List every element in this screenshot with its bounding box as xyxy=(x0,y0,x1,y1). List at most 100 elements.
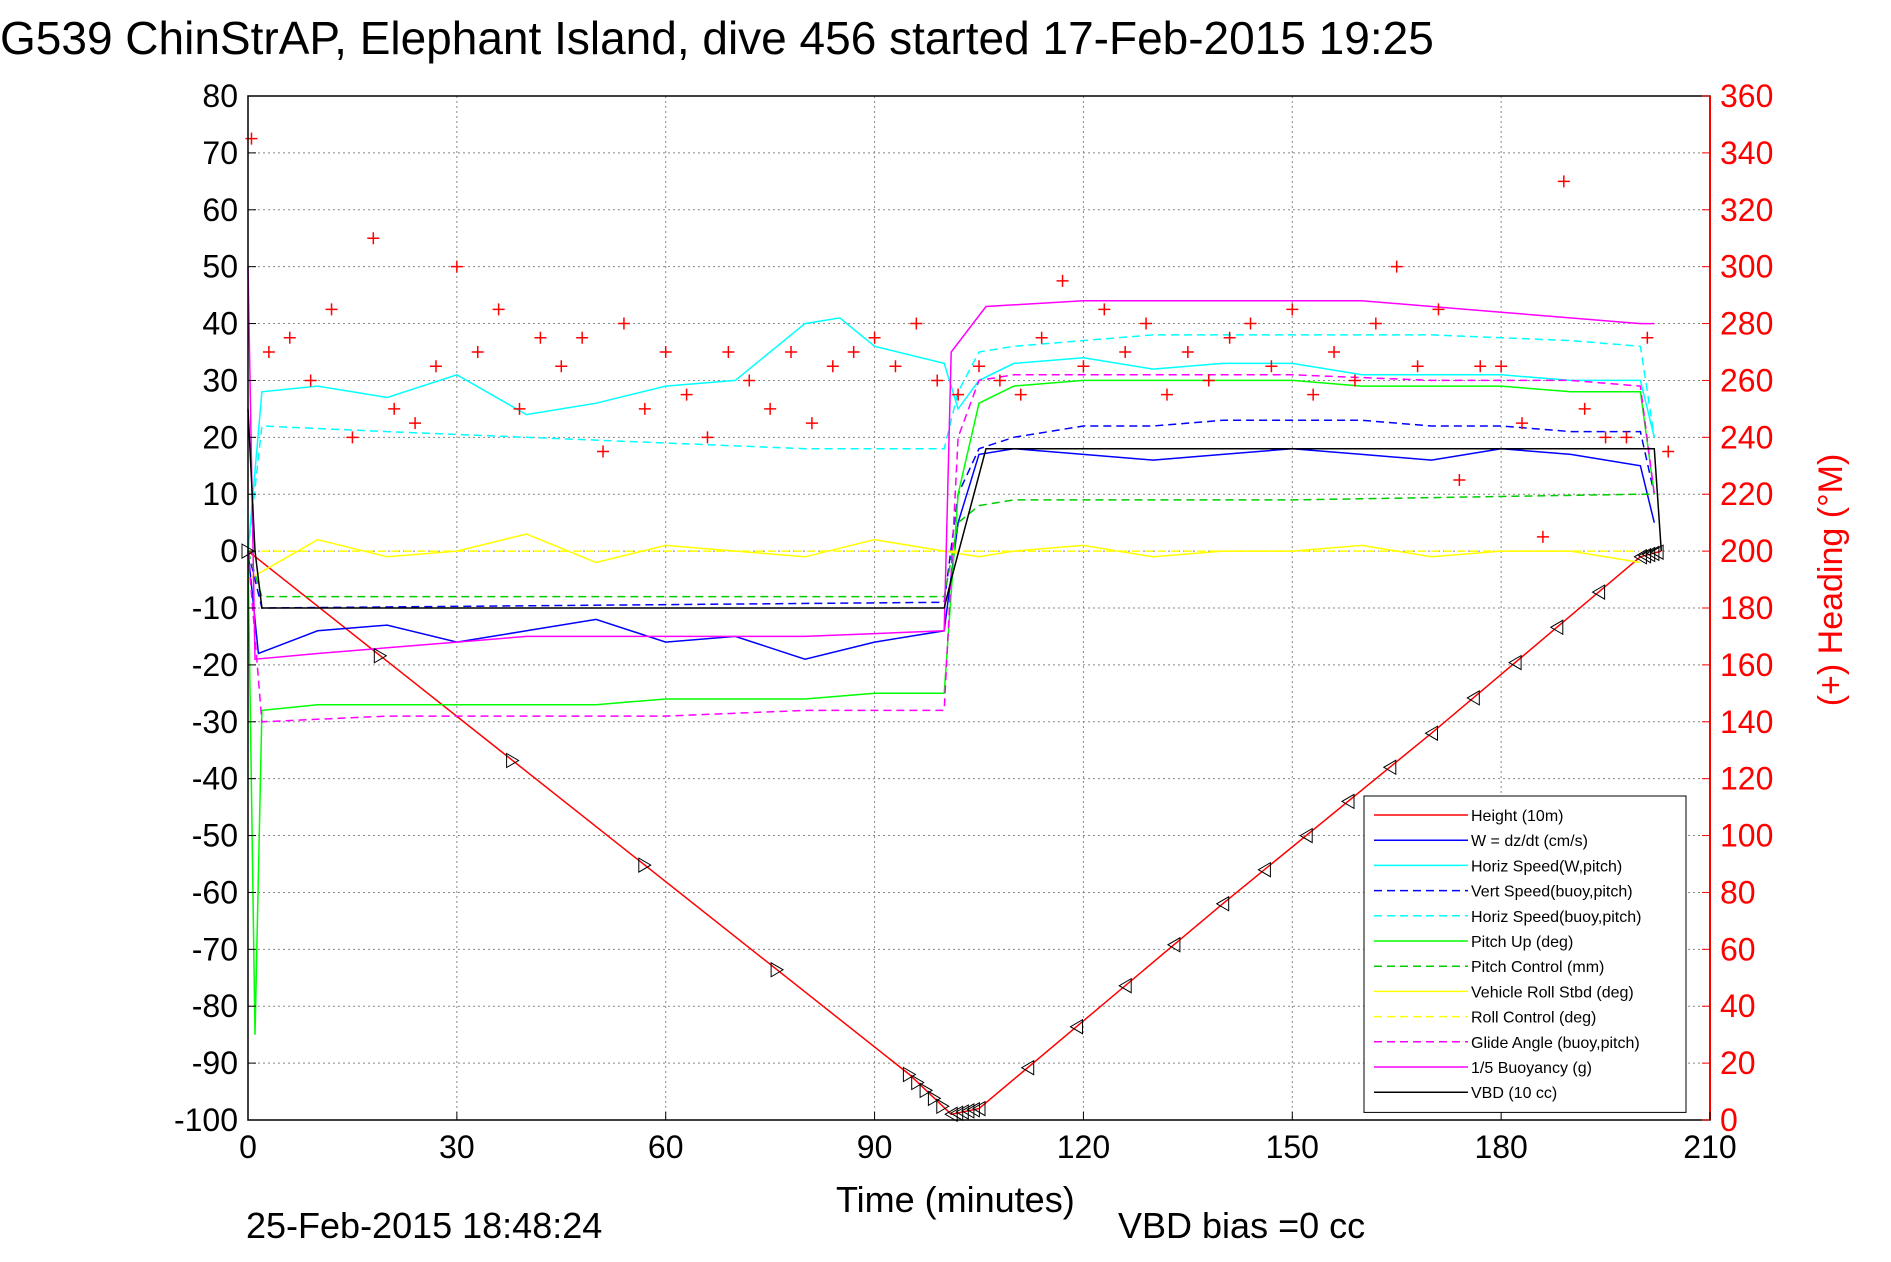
heading-point xyxy=(597,445,610,458)
y-tick-label-left: -30 xyxy=(192,704,238,740)
heading-point xyxy=(1453,474,1466,486)
heading-point xyxy=(1307,388,1320,401)
y-tick-label-right: 180 xyxy=(1720,590,1773,626)
heading-point xyxy=(889,360,902,373)
heading-point xyxy=(555,360,568,373)
heading-point xyxy=(1536,530,1549,543)
height-marker xyxy=(911,1074,925,1091)
heading-point xyxy=(576,331,589,344)
heading-point xyxy=(847,346,860,358)
y-axis-right-label: (+) Heading (°M) xyxy=(1812,454,1850,707)
y-tick-label-right: 200 xyxy=(1720,533,1773,569)
heading-point xyxy=(1265,360,1278,373)
height-marker xyxy=(949,1105,964,1122)
x-axis-label: Time (minutes) xyxy=(836,1179,1075,1220)
heading-point xyxy=(450,260,463,273)
legend-label: Roll Control (deg) xyxy=(1471,1010,1596,1027)
height-marker xyxy=(1424,725,1438,742)
y-tick-labels-left: 80 70 60 50 40 30 20 10 0 -10 -20 -30 -40 -50 -60 -70 -8… xyxy=(174,78,238,1138)
x-tick-label: 210 xyxy=(1683,1129,1736,1165)
y-tick-label-right: 320 xyxy=(1720,192,1773,228)
y-tick-label-left: -80 xyxy=(192,988,238,1024)
legend-label: Horiz Speed(W,pitch) xyxy=(1471,858,1622,875)
legend-label: Height (10m) xyxy=(1471,808,1563,825)
legend-label: 1/5 Buoyancy (g) xyxy=(1471,1060,1592,1077)
heading-point xyxy=(388,402,401,415)
legend-label: Horiz Speed(buoy,pitch) xyxy=(1471,909,1641,926)
heading-point xyxy=(910,317,923,330)
axes xyxy=(247,95,1711,1121)
height-marker xyxy=(919,1082,934,1099)
y-tick-label-left: -10 xyxy=(192,590,238,626)
heading-point xyxy=(1557,175,1570,188)
y-tick-label-right: 280 xyxy=(1720,306,1773,342)
heading-point xyxy=(1056,274,1069,287)
series-line-2 xyxy=(247,317,1656,552)
heading-point xyxy=(513,402,526,415)
heading-point xyxy=(325,303,338,316)
series-line-3 xyxy=(247,419,1656,609)
heading-point xyxy=(638,402,651,415)
height-marker xyxy=(955,1104,969,1120)
heading-point xyxy=(701,431,714,444)
heading-point xyxy=(1328,346,1341,358)
series-line-5 xyxy=(247,379,1656,1035)
heading-point xyxy=(722,346,735,358)
x-tick-label: 0 xyxy=(239,1129,257,1165)
series-layer xyxy=(241,266,1664,1123)
footer-vbd-bias: VBD bias =0 cc xyxy=(1118,1205,1365,1246)
y-tick-label-left: -70 xyxy=(192,931,238,967)
height-marker xyxy=(1466,690,1480,706)
x-tick-label: 60 xyxy=(648,1129,684,1165)
y-tick-label-right: 80 xyxy=(1720,874,1756,910)
y-tick-label-left: 70 xyxy=(202,135,238,171)
y-tick-label-left: 20 xyxy=(202,419,238,455)
height-marker xyxy=(966,1101,980,1118)
y-tick-label-right: 40 xyxy=(1720,988,1756,1024)
height-marker xyxy=(1549,619,1564,636)
y-tick-label-left: -90 xyxy=(192,1045,238,1081)
x-tick-label: 30 xyxy=(439,1129,475,1165)
heading-point xyxy=(1077,360,1090,373)
heading-point xyxy=(973,360,985,373)
height-marker xyxy=(770,961,785,978)
heading-point xyxy=(1140,317,1153,330)
y-tick-label-right: 140 xyxy=(1720,704,1773,740)
y-tick-label-right: 0 xyxy=(1720,1102,1738,1138)
heading-point xyxy=(1662,445,1675,458)
y-tick-label-right: 260 xyxy=(1720,362,1773,398)
y-tick-label-left: 10 xyxy=(202,476,238,512)
heading-point xyxy=(743,374,756,387)
height-marker xyxy=(1069,1018,1083,1035)
x-tick-label: 180 xyxy=(1474,1129,1527,1165)
height-marker xyxy=(944,1106,958,1123)
y-tick-label-left: -60 xyxy=(192,874,238,910)
heading-point xyxy=(1620,431,1633,444)
height-marker xyxy=(1215,895,1230,912)
heading-point xyxy=(471,346,484,358)
heading-point xyxy=(1474,360,1487,373)
y-tick-label-right: 100 xyxy=(1720,818,1773,854)
legend-label: Pitch Up (deg) xyxy=(1471,934,1573,951)
heading-point xyxy=(1286,303,1299,316)
legend-label: Glide Angle (buoy,pitch) xyxy=(1471,1035,1640,1052)
y-tick-label-left: -20 xyxy=(192,647,238,683)
heading-point xyxy=(1035,331,1048,344)
legend-label: VBD (10 cc) xyxy=(1471,1085,1557,1102)
y-tick-label-left: 60 xyxy=(202,192,238,228)
chart-legend: Height (10m) W = dz/dt (cm/s) Horiz Speed(… xyxy=(1363,795,1687,1113)
series-line-0 xyxy=(247,550,1662,1116)
y-tick-label-left: 80 xyxy=(202,78,238,114)
heading-point xyxy=(1432,303,1445,316)
height-marker xyxy=(638,857,652,873)
heading-point xyxy=(659,346,672,358)
y-tick-label-right: 120 xyxy=(1720,761,1773,797)
heading-point xyxy=(1181,346,1194,358)
heading-point xyxy=(1641,331,1654,344)
height-marker xyxy=(373,647,388,664)
heading-point xyxy=(304,374,317,387)
y-tick-label-left: -100 xyxy=(174,1102,238,1138)
height-marker xyxy=(1650,544,1664,561)
y-tick-labels-right: 3603403203002802602402202001801601401201… xyxy=(1720,78,1773,1138)
height-marker xyxy=(506,752,520,769)
